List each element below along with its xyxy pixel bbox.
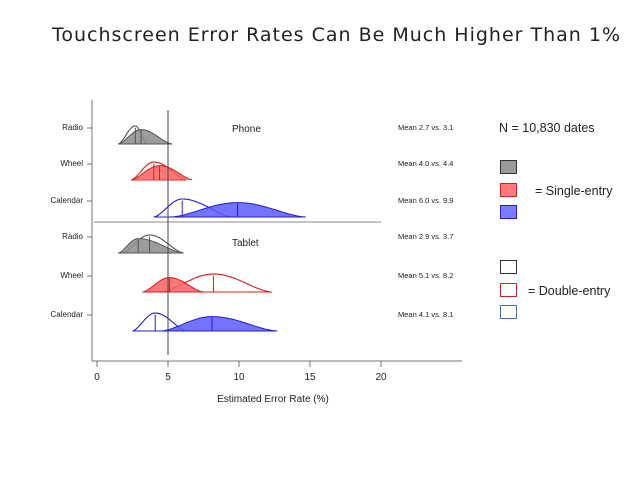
mean-label: Mean 4.0 vs. 4.4 (398, 159, 453, 168)
mean-label: Mean 4.1 vs. 8.1 (398, 310, 453, 319)
legend-swatch-single-red (500, 183, 517, 197)
mean-label: Mean 2.7 vs. 3.1 (398, 123, 453, 132)
ridges-group (118, 125, 306, 332)
row-label: Calendar (51, 310, 84, 319)
x-axis-label: Estimated Error Rate (%) (217, 394, 329, 405)
mean-label: Mean 6.0 vs. 9.9 (398, 196, 453, 205)
ridge-single-tablet-wheel (142, 277, 204, 293)
row-label: Wheel (60, 159, 83, 168)
x-tick-label: 15 (304, 372, 316, 383)
legend-swatch-double-red (500, 283, 517, 297)
legend-double-entry-label: = Double-entry (528, 284, 611, 298)
x-tick-label: 10 (233, 372, 245, 383)
sample-size-label: N = 10,830 dates (499, 121, 595, 135)
row-label: Calendar (51, 196, 84, 205)
x-tick-label: 20 (375, 372, 387, 383)
row-labels: Radio Mean 2.7 vs. 3.1 Wheel Mean 4.0 vs. 4… (51, 123, 454, 319)
mean-label: Mean 5.1 vs. 8.2 (398, 271, 453, 280)
panel-label-phone: Phone (232, 124, 261, 135)
x-tick-label: 0 (94, 372, 100, 383)
legend-swatch-double-blue (500, 305, 517, 319)
ridge-single-tablet-radio (118, 238, 184, 254)
ridge-single-phone-radio (118, 129, 173, 145)
ridge-single-phone-calendar (170, 202, 306, 218)
legend-swatch-double-gray (500, 260, 517, 274)
legend-single-entry-label: = Single-entry (535, 184, 613, 198)
row-label: Radio (62, 123, 83, 132)
ridge-single-tablet-calendar (160, 316, 278, 332)
row-label: Wheel (60, 271, 83, 280)
ridge-single-phone-wheel (131, 165, 193, 181)
x-tick-label: 5 (165, 372, 171, 383)
slide-title: Touchscreen Error Rates Can Be Much High… (52, 24, 622, 46)
legend-swatch-single-gray (500, 160, 517, 174)
panel-label-tablet: Tablet (232, 238, 259, 249)
mean-label: Mean 2.9 vs. 3.7 (398, 232, 453, 241)
legend-swatch-single-blue (500, 205, 517, 219)
x-axis: 0 5 10 15 20 Estimated Error Rate (%) (91, 100, 462, 405)
row-label: Radio (62, 232, 83, 241)
